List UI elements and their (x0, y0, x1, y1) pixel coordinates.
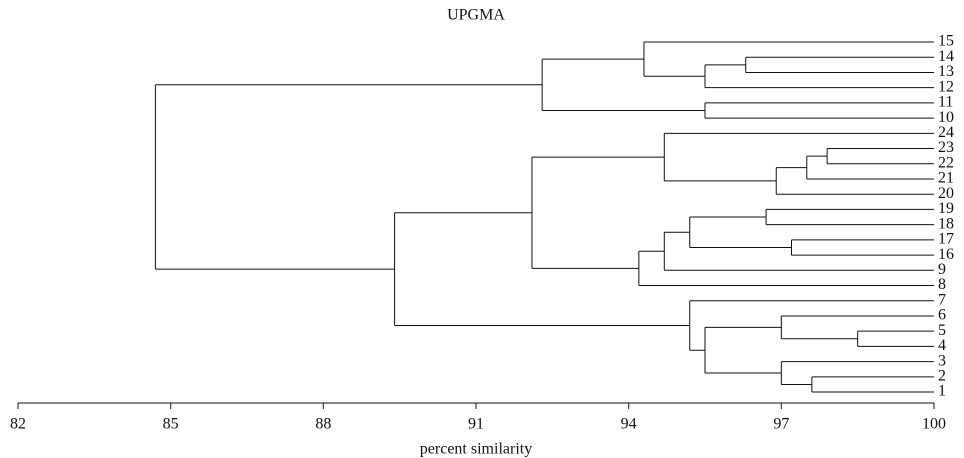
leaf-label: 16 (938, 246, 954, 263)
leaf-label: 10 (938, 109, 954, 126)
dendrogram-node (745, 56, 934, 73)
dendrogram-node (826, 148, 934, 165)
dendrogram-node (775, 167, 934, 195)
dendrogram-node (643, 41, 934, 77)
x-tick-label: 100 (922, 416, 946, 433)
leaf-label: 24 (938, 124, 954, 141)
x-tick-label: 85 (163, 416, 179, 433)
leaf-label: 9 (938, 261, 946, 278)
dendrogram-node (704, 326, 782, 374)
leaf-label: 8 (938, 276, 946, 293)
leaf-label: 22 (938, 154, 954, 171)
leaf-label: 5 (938, 322, 946, 339)
dendrogram-node (638, 250, 934, 287)
x-tick-label: 94 (621, 416, 637, 433)
dendrogram-node (154, 84, 543, 270)
leaf-label: 7 (938, 291, 946, 308)
leaf-label: 15 (938, 33, 954, 50)
leaf-label: 3 (938, 352, 946, 369)
dendrogram-node (531, 156, 665, 269)
leaf-label: 23 (938, 139, 954, 156)
leaf-label: 11 (938, 94, 953, 111)
leaf-label: 21 (938, 170, 954, 187)
dendrogram-node (663, 132, 934, 182)
x-tick-label: 88 (315, 416, 331, 433)
dendrogram-node (704, 64, 934, 89)
dendrogram-node (765, 208, 934, 226)
dendrogram-node (857, 330, 934, 347)
x-tick-label: 91 (468, 416, 484, 433)
dendrogram-node (806, 155, 934, 180)
leaf-label: 13 (938, 63, 954, 80)
dendrogram-node (780, 361, 934, 385)
leaf-label: 18 (938, 215, 954, 232)
x-tick-label: 82 (10, 416, 26, 433)
dendrogram-node (689, 216, 792, 248)
chart-title: UPGMA (447, 7, 505, 24)
leaf-label: 1 (938, 383, 946, 400)
dendrogram-node (704, 102, 934, 119)
leaf-label: 4 (938, 337, 946, 354)
dendrogram-node (541, 58, 705, 111)
leaf-label: 2 (938, 368, 946, 385)
dendrogram-node (663, 231, 934, 271)
leaf-label: 20 (938, 185, 954, 202)
dendrogram-node (811, 376, 934, 393)
leaf-label: 14 (938, 48, 954, 65)
x-axis-label: percent similarity (420, 441, 532, 458)
leaf-label: 19 (938, 200, 954, 217)
leaf-label: 12 (938, 78, 954, 95)
leaf-label: 17 (938, 231, 954, 248)
dendrogram-node (791, 239, 934, 256)
dendrogram-node (689, 300, 934, 351)
dendrogram-node (394, 212, 690, 326)
leaf-label: 6 (938, 307, 946, 324)
x-tick-label: 97 (773, 416, 789, 433)
